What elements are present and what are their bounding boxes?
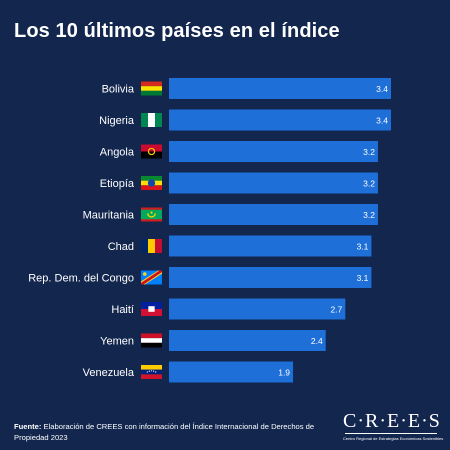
bar: [169, 361, 294, 383]
category-label: Yemen: [100, 336, 134, 348]
logo-wordmark: C·R·E·E·S: [343, 410, 441, 432]
value-label: 3.2: [363, 210, 375, 220]
drc-flag-icon: [141, 270, 162, 285]
bar-row-chad: Chad 3.1: [108, 235, 372, 257]
source-text: Elaboración de CREES con información del…: [14, 422, 315, 442]
value-label: 3.2: [363, 147, 375, 157]
bar: [169, 78, 391, 99]
mauritania-flag-icon: [141, 207, 162, 222]
bar: [169, 330, 326, 351]
crees-logo: C·R·E·E·S Centro Regional de Estrategias…: [343, 410, 444, 441]
bar: [169, 298, 346, 320]
bar-row-haiti: Haití 2.7: [111, 298, 346, 320]
venezuela-flag-icon: [141, 365, 162, 379]
bar-row-angola: Angola 3.2: [100, 141, 378, 162]
nigeria-flag-icon: [141, 113, 162, 127]
category-label: Venezuela: [83, 367, 135, 379]
bar-row-bolivia: Bolivia 3.4: [102, 78, 391, 99]
bar-row-venezuela: Venezuela 1.9: [83, 361, 294, 383]
category-label: Nigeria: [99, 115, 135, 127]
category-label: Chad: [108, 241, 134, 253]
value-label: 2.4: [311, 336, 323, 346]
bar: [169, 204, 378, 225]
bar: [169, 267, 372, 288]
chad-flag-icon: [141, 239, 162, 253]
ethiopia-flag-icon: [141, 176, 162, 190]
angola-flag-icon: [141, 144, 162, 159]
value-label: 3.4: [376, 116, 388, 126]
category-label: Rep. Dem. del Congo: [28, 273, 134, 285]
logo-divider: [345, 433, 437, 434]
bar: [169, 172, 378, 194]
value-label: 3.4: [376, 84, 388, 94]
value-label: 1.9: [278, 368, 290, 378]
value-label: 3.2: [363, 179, 375, 189]
bar: [169, 235, 372, 257]
category-label: Haití: [111, 304, 134, 316]
bar: [169, 141, 378, 162]
logo-tagline: Centro Regional de Estrategias Económica…: [343, 436, 444, 441]
category-label: Bolivia: [102, 84, 135, 96]
source-note: Fuente: Elaboración de CREES con informa…: [14, 421, 334, 443]
bar: [169, 109, 391, 131]
bar-row-rep-dem-del-congo: Rep. Dem. del Congo 3.1: [28, 267, 372, 288]
bar-row-nigeria: Nigeria 3.4: [99, 109, 391, 131]
value-label: 2.7: [330, 305, 342, 315]
chart-title: Los 10 últimos países en el índice: [14, 20, 340, 42]
bar-row-yemen: Yemen 2.4: [100, 330, 326, 351]
category-label: Etiopía: [100, 178, 135, 190]
category-label: Angola: [100, 147, 135, 159]
source-label: Fuente:: [14, 422, 42, 431]
value-label: 3.1: [357, 273, 369, 283]
bar-row-etiopia: Etiopía 3.2: [100, 172, 378, 194]
bolivia-flag-icon: [141, 81, 162, 96]
bar-row-mauritania: Mauritania 3.2: [83, 204, 378, 225]
category-label: Mauritania: [83, 210, 135, 222]
yemen-flag-icon: [141, 333, 162, 348]
haiti-flag-icon: [141, 302, 162, 316]
value-label: 3.1: [357, 242, 369, 252]
